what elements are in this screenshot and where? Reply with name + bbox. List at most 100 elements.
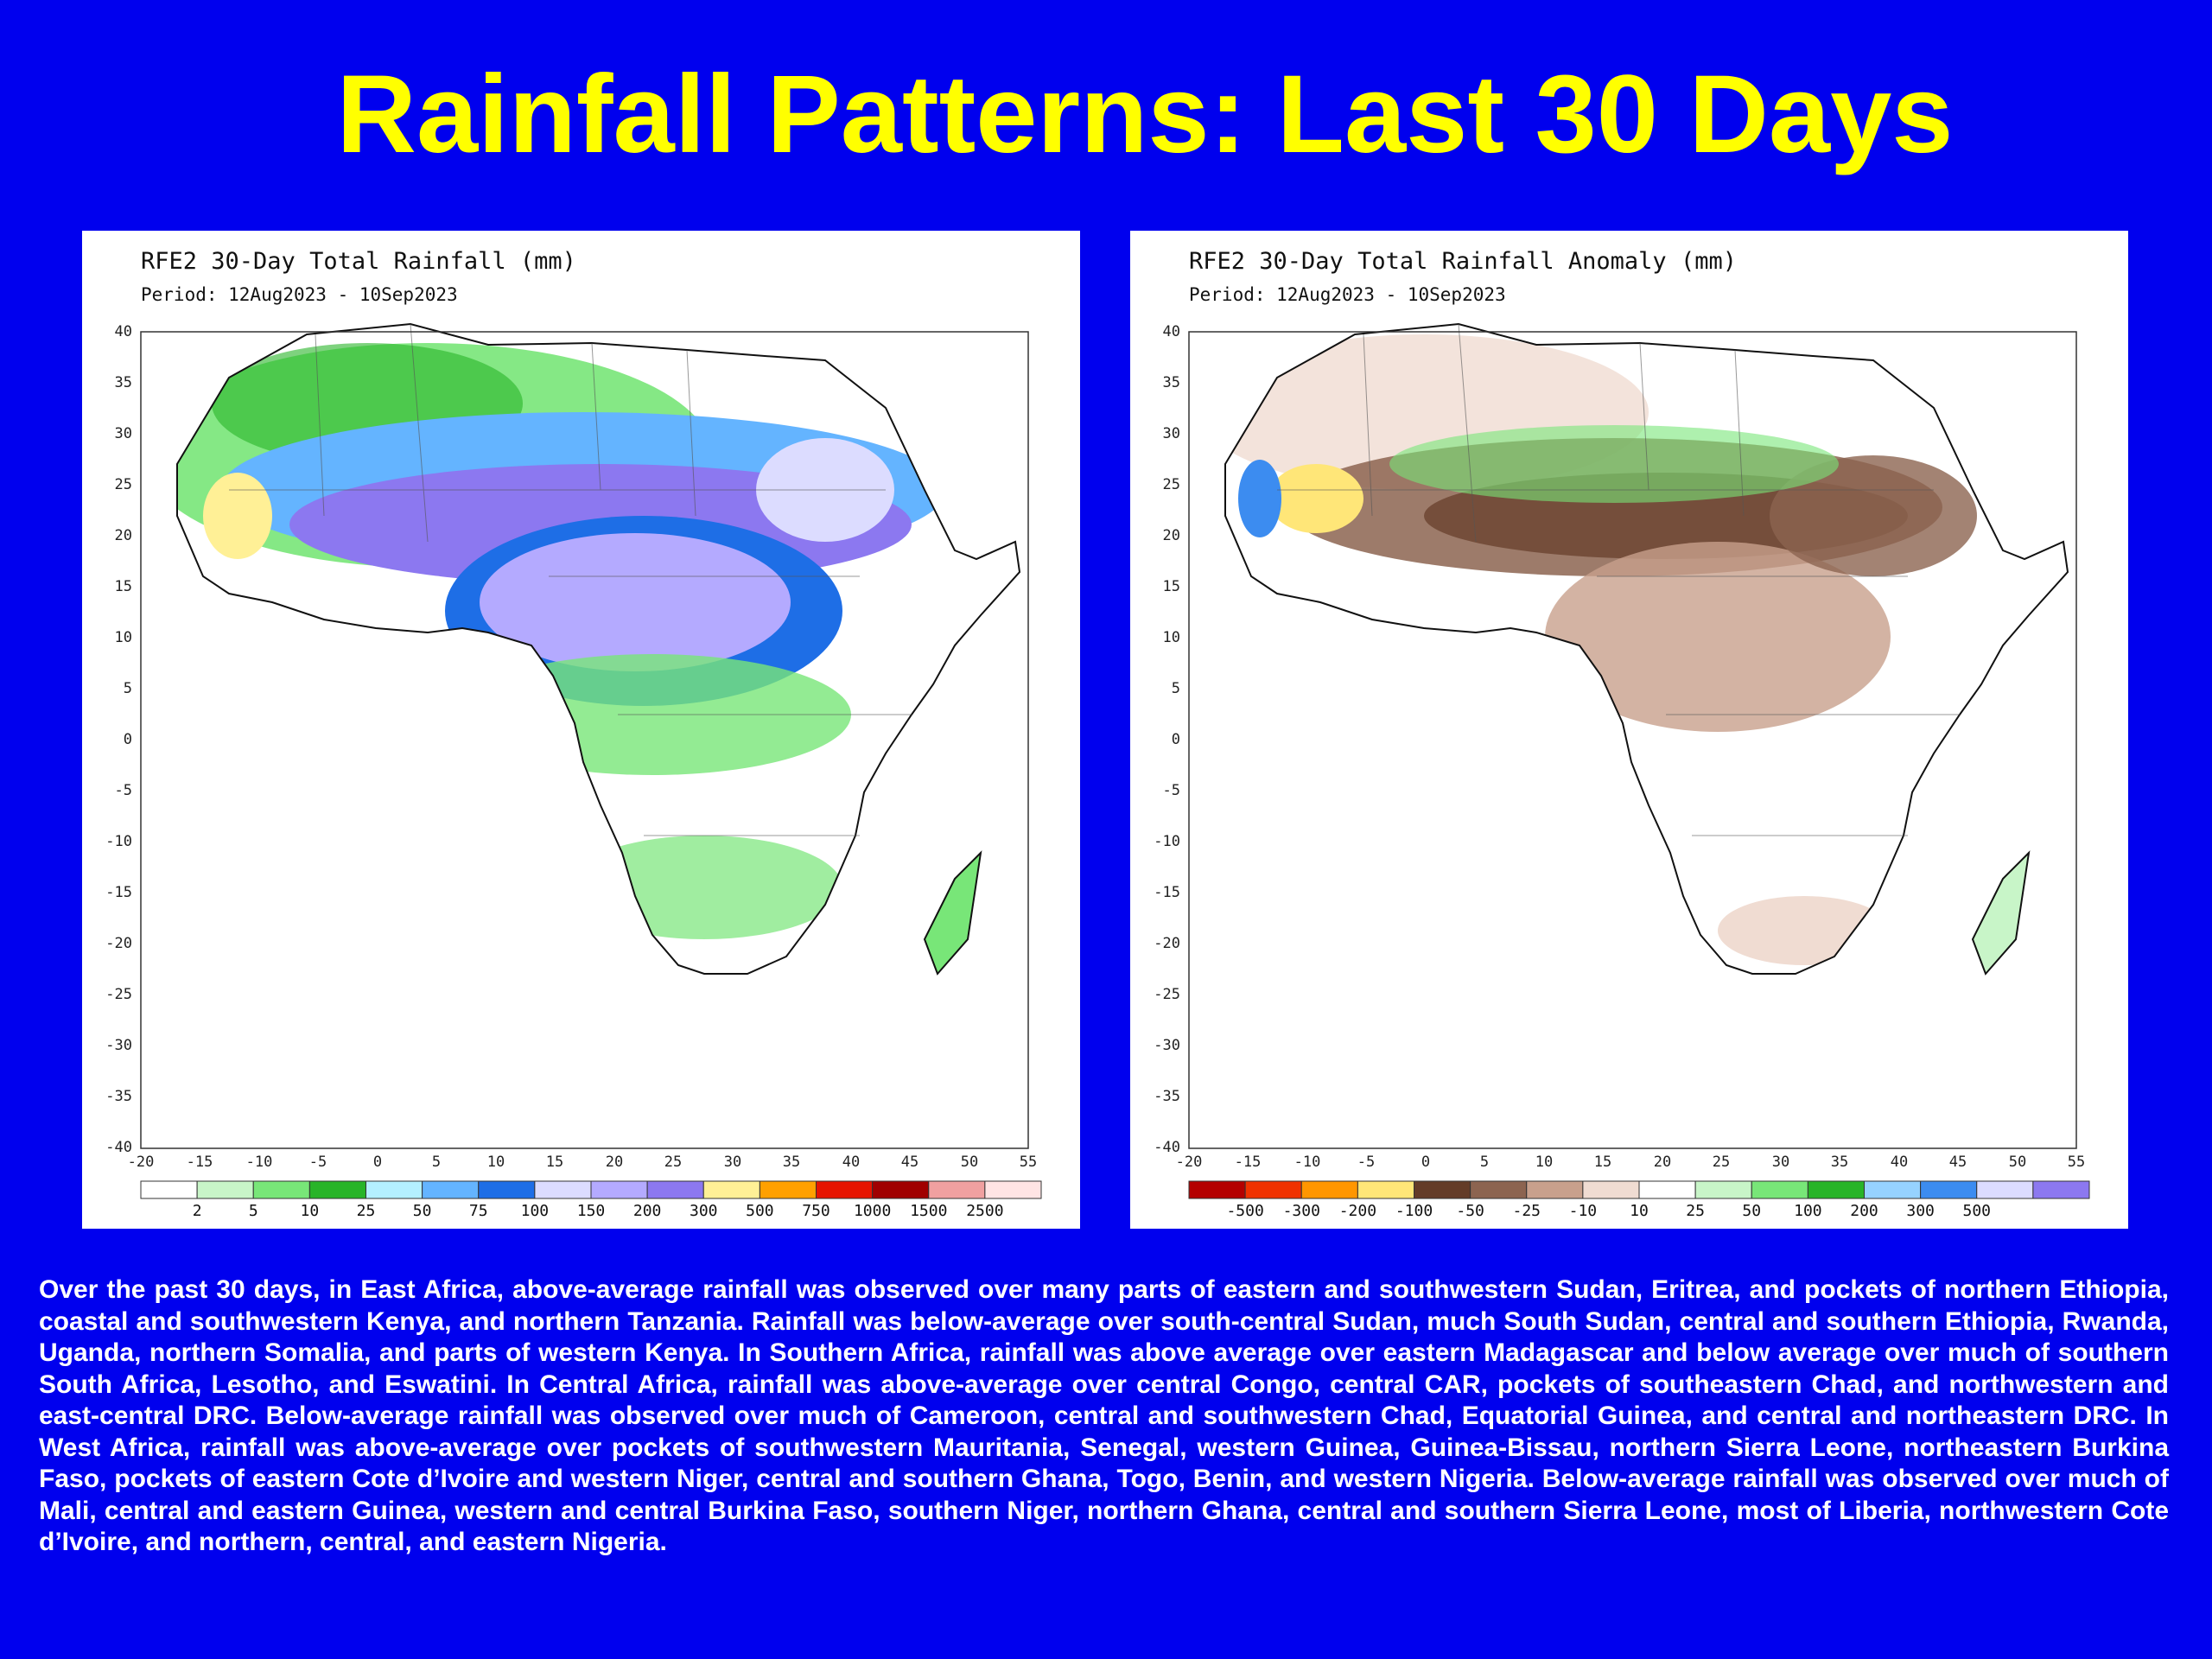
colorbar: 2 5 10 25 50 75 100 150 200 300 500 750 1000 1500 2500 bbox=[140, 1180, 1042, 1220]
colorbar-swatch bbox=[1188, 1180, 1246, 1199]
rainfall-anomaly-map-panel: RFE2 30-Day Total Rainfall Anomaly (mm) … bbox=[1130, 231, 2128, 1229]
y-axis-ticks: 40 35 30 25 20 15 10 5 0 -5 -10 -15 -20 … bbox=[1154, 323, 1180, 1156]
x-tick: 0 bbox=[1421, 1154, 1430, 1171]
colorbar-label: 1000 bbox=[854, 1202, 891, 1220]
y-tick: -10 bbox=[1154, 833, 1180, 850]
x-tick: 45 bbox=[1949, 1154, 1967, 1171]
colorbar-label: 75 bbox=[469, 1202, 488, 1220]
colorbar-label: 10 bbox=[1630, 1202, 1649, 1220]
colorbar-label: 10 bbox=[301, 1202, 320, 1220]
y-tick: 10 bbox=[115, 629, 132, 646]
x-tick: 50 bbox=[2009, 1154, 2026, 1171]
colorbar-label: 100 bbox=[1794, 1202, 1822, 1220]
y-tick: 0 bbox=[1172, 731, 1180, 748]
x-tick: -5 bbox=[309, 1154, 327, 1171]
x-tick: -15 bbox=[187, 1154, 213, 1171]
y-tick: 30 bbox=[1163, 425, 1180, 442]
y-tick: 15 bbox=[1163, 578, 1180, 595]
y-tick: 15 bbox=[115, 578, 132, 595]
x-tick: 40 bbox=[842, 1154, 860, 1171]
colorbar-label: 50 bbox=[413, 1202, 432, 1220]
y-tick: -30 bbox=[1154, 1037, 1180, 1054]
y-tick: 20 bbox=[1163, 527, 1180, 544]
colorbar-label: -200 bbox=[1339, 1202, 1376, 1220]
x-tick: 20 bbox=[1654, 1154, 1671, 1171]
colorbar-label: 5 bbox=[249, 1202, 258, 1220]
colorbar-swatch bbox=[1526, 1180, 1584, 1199]
x-tick: 35 bbox=[1831, 1154, 1848, 1171]
x-tick: -10 bbox=[246, 1154, 273, 1171]
colorbar-swatch bbox=[702, 1180, 760, 1199]
y-tick: -15 bbox=[105, 884, 132, 901]
x-axis-ticks: -20 -15 -10 -5 0 5 10 15 20 25 30 35 40 … bbox=[1176, 1154, 2086, 1171]
x-tick: 30 bbox=[1772, 1154, 1789, 1171]
colorbar-label: 50 bbox=[1742, 1202, 1761, 1220]
y-tick: -5 bbox=[1163, 782, 1180, 799]
colorbar-swatch bbox=[1864, 1180, 1922, 1199]
x-tick: 25 bbox=[664, 1154, 682, 1171]
y-tick: 20 bbox=[115, 527, 132, 544]
y-tick: 5 bbox=[1172, 680, 1180, 697]
x-tick: -20 bbox=[1176, 1154, 1203, 1171]
y-tick: -20 bbox=[1154, 935, 1180, 952]
colorbar-label: 2500 bbox=[966, 1202, 1003, 1220]
x-tick: -15 bbox=[1235, 1154, 1262, 1171]
colorbar-label: 100 bbox=[521, 1202, 550, 1220]
map-title: RFE2 30-Day Total Rainfall Anomaly (mm) bbox=[1189, 248, 1737, 275]
colorbar-swatch bbox=[984, 1180, 1042, 1199]
x-tick: -10 bbox=[1294, 1154, 1321, 1171]
colorbar-label: 300 bbox=[690, 1202, 718, 1220]
y-tick: 5 bbox=[124, 680, 132, 697]
x-tick: 25 bbox=[1713, 1154, 1730, 1171]
y-tick: -35 bbox=[105, 1088, 132, 1105]
colorbar-swatch bbox=[478, 1180, 536, 1199]
page-title: Rainfall Patterns: Last 30 Days bbox=[336, 53, 1954, 176]
x-tick: 10 bbox=[487, 1154, 505, 1171]
colorbar-label: 500 bbox=[1962, 1202, 1991, 1220]
colorbar-swatch bbox=[816, 1180, 874, 1199]
colorbar-swatch bbox=[928, 1180, 986, 1199]
colorbar-swatch bbox=[1470, 1180, 1528, 1199]
colorbar-label: 200 bbox=[633, 1202, 662, 1220]
colorbar-swatch bbox=[1694, 1180, 1752, 1199]
colorbar-swatch bbox=[422, 1180, 480, 1199]
y-tick: -30 bbox=[105, 1037, 132, 1054]
colorbar-swatch bbox=[1414, 1180, 1471, 1199]
colorbar-swatch bbox=[365, 1180, 423, 1199]
x-tick: 20 bbox=[606, 1154, 623, 1171]
colorbar-swatch bbox=[1920, 1180, 1978, 1199]
y-axis-ticks: 40 35 30 25 20 15 10 5 0 -5 -10 -15 -20 … bbox=[105, 323, 132, 1156]
map-title: RFE2 30-Day Total Rainfall (mm) bbox=[141, 248, 576, 275]
colorbar-label: -500 bbox=[1226, 1202, 1263, 1220]
colorbar-label: 1500 bbox=[910, 1202, 947, 1220]
x-tick: -20 bbox=[128, 1154, 155, 1171]
colorbar-label: -100 bbox=[1395, 1202, 1433, 1220]
colorbar-swatch bbox=[2032, 1180, 2090, 1199]
colorbar-label: 500 bbox=[746, 1202, 774, 1220]
y-tick: -10 bbox=[105, 833, 132, 850]
x-tick: 5 bbox=[1480, 1154, 1489, 1171]
map-period: Period: 12Aug2023 - 10Sep2023 bbox=[141, 284, 458, 305]
y-tick: -35 bbox=[1154, 1088, 1180, 1105]
colorbar-swatch bbox=[1582, 1180, 1640, 1199]
y-tick: 30 bbox=[115, 425, 132, 442]
colorbar-swatch bbox=[1300, 1180, 1358, 1199]
colorbar-swatch bbox=[196, 1180, 254, 1199]
x-tick: -5 bbox=[1357, 1154, 1375, 1171]
colorbar-swatch bbox=[872, 1180, 930, 1199]
x-tick: 30 bbox=[724, 1154, 741, 1171]
map-period: Period: 12Aug2023 - 10Sep2023 bbox=[1189, 284, 1506, 305]
y-tick: -25 bbox=[105, 986, 132, 1003]
colorbar-swatch bbox=[140, 1180, 198, 1199]
rainfall-anomaly-map: 40 35 30 25 20 15 10 5 0 -5 -10 -15 -20 … bbox=[1154, 322, 2090, 1220]
x-tick: 55 bbox=[1020, 1154, 1037, 1171]
y-tick: 25 bbox=[115, 476, 132, 493]
y-tick: -20 bbox=[105, 935, 132, 952]
colorbar-label: 750 bbox=[802, 1202, 830, 1220]
y-tick: 40 bbox=[1163, 323, 1180, 340]
y-tick: -25 bbox=[1154, 986, 1180, 1003]
x-tick: 5 bbox=[432, 1154, 441, 1171]
colorbar-label: -10 bbox=[1569, 1202, 1598, 1220]
colorbar-label: 25 bbox=[357, 1202, 376, 1220]
rainfall-total-map: 40 35 30 25 20 15 10 5 0 -5 -10 -15 -20 … bbox=[105, 322, 1042, 1220]
